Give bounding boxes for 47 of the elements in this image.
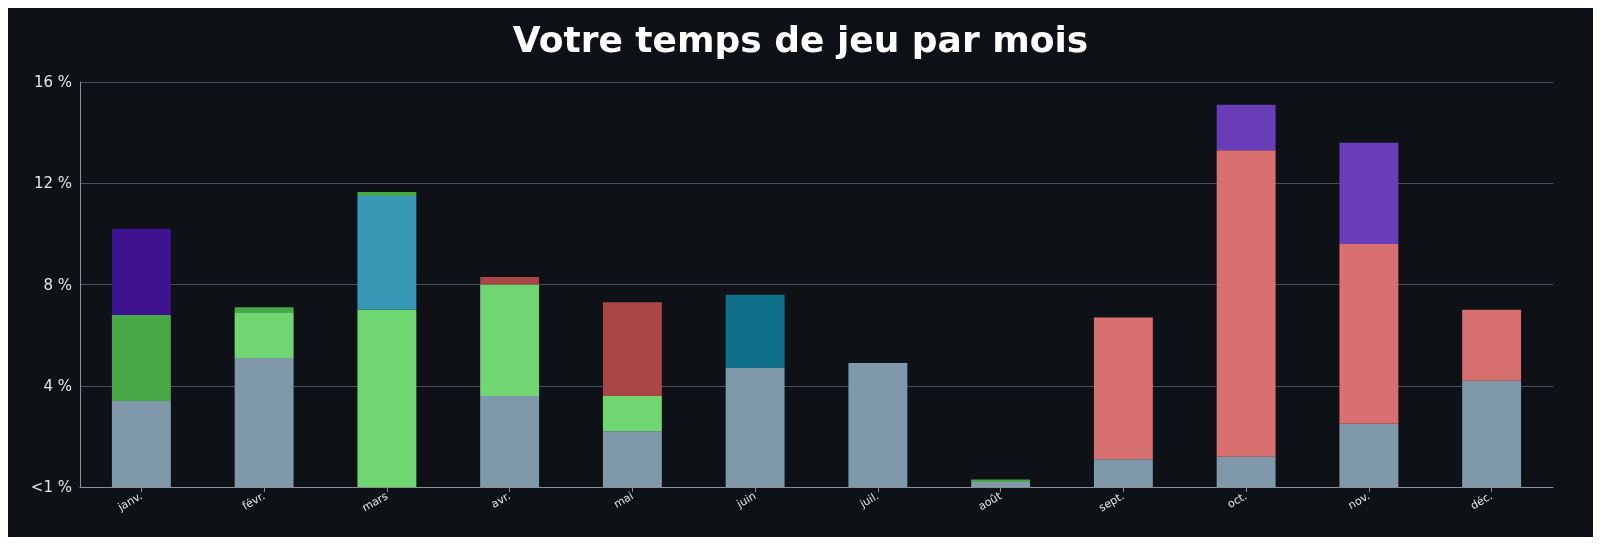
bar bbox=[357, 309, 417, 487]
bar bbox=[1339, 142, 1399, 244]
bar bbox=[971, 481, 1031, 487]
bar bbox=[480, 284, 540, 396]
chart-title: Votre temps de jeu par mois bbox=[512, 18, 1089, 60]
bar bbox=[357, 192, 417, 196]
x-tick-label: avr. bbox=[488, 489, 513, 511]
x-tick-label: nov. bbox=[1345, 489, 1373, 513]
bar bbox=[1093, 459, 1153, 487]
bar bbox=[725, 368, 785, 487]
bar bbox=[1462, 380, 1522, 487]
x-tick-label: févr. bbox=[239, 489, 268, 513]
bar bbox=[602, 302, 662, 396]
bar bbox=[111, 228, 171, 315]
x-tick-label: juin bbox=[733, 489, 759, 512]
x-tick-label: mars bbox=[359, 489, 391, 515]
bar bbox=[1339, 244, 1399, 424]
y-tick-label: <1 % bbox=[30, 478, 72, 496]
bar bbox=[602, 431, 662, 487]
bar bbox=[234, 307, 294, 313]
x-tick-label: août bbox=[975, 489, 1005, 513]
y-tick-label: 16 % bbox=[33, 73, 72, 91]
x-tick-label: sept. bbox=[1096, 489, 1127, 515]
x-tick-label: juil. bbox=[856, 489, 882, 511]
bar bbox=[1216, 104, 1276, 151]
bar bbox=[111, 314, 171, 401]
y-tick-label: 12 % bbox=[33, 174, 72, 193]
bar bbox=[111, 400, 171, 487]
bar bbox=[1339, 423, 1399, 487]
bar bbox=[602, 395, 662, 432]
x-tick-label: mai bbox=[611, 489, 636, 511]
bar bbox=[848, 362, 908, 487]
bar bbox=[357, 195, 417, 310]
x-tick-label: oct. bbox=[1225, 489, 1250, 511]
bar bbox=[480, 276, 540, 285]
bar bbox=[480, 395, 540, 487]
bar bbox=[234, 357, 294, 487]
bar bbox=[1216, 150, 1276, 457]
x-tick-label: déc. bbox=[1468, 489, 1495, 513]
bar bbox=[1216, 456, 1276, 487]
bar bbox=[725, 294, 785, 369]
bar bbox=[234, 312, 294, 358]
bar bbox=[971, 479, 1031, 482]
y-tick-label: 4 % bbox=[43, 376, 72, 395]
bar bbox=[1093, 317, 1153, 460]
bar bbox=[1462, 309, 1522, 381]
y-tick-label: 8 % bbox=[43, 275, 72, 294]
